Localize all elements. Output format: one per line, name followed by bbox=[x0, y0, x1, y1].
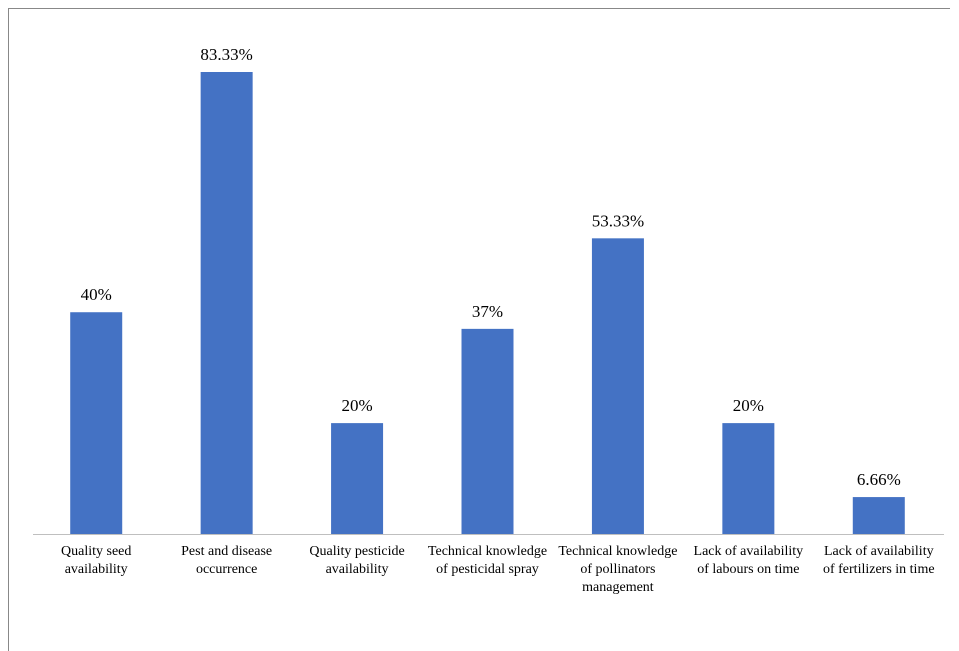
x-tick-label: Pest and disease occurrence bbox=[181, 544, 273, 577]
value-label: 37% bbox=[472, 302, 503, 321]
x-tick-label: Technical knowledge of pollinators manag… bbox=[558, 544, 678, 595]
bar bbox=[461, 328, 514, 534]
bar bbox=[722, 423, 775, 534]
frame bbox=[8, 8, 950, 651]
bar bbox=[331, 423, 384, 534]
value-label: 20% bbox=[341, 396, 372, 415]
value-label: 6.66% bbox=[857, 470, 901, 489]
x-tick-label: Quality seed availability bbox=[61, 544, 132, 577]
bar bbox=[200, 72, 253, 534]
value-label: 83.33% bbox=[200, 45, 252, 64]
bar bbox=[852, 497, 905, 534]
x-tick-label: Lack of availability of fertilizers in t… bbox=[822, 544, 935, 577]
x-tick-label: Lack of availability of labours on time bbox=[693, 544, 804, 577]
bar bbox=[70, 312, 123, 534]
x-tick-label: Technical knowledge of pesticidal spray bbox=[427, 544, 548, 577]
x-tick-label: Quality pesticide availability bbox=[309, 544, 405, 577]
value-label: 20% bbox=[733, 396, 764, 415]
bar bbox=[591, 238, 644, 534]
value-label: 53.33% bbox=[592, 211, 644, 230]
value-label: 40% bbox=[81, 285, 112, 304]
